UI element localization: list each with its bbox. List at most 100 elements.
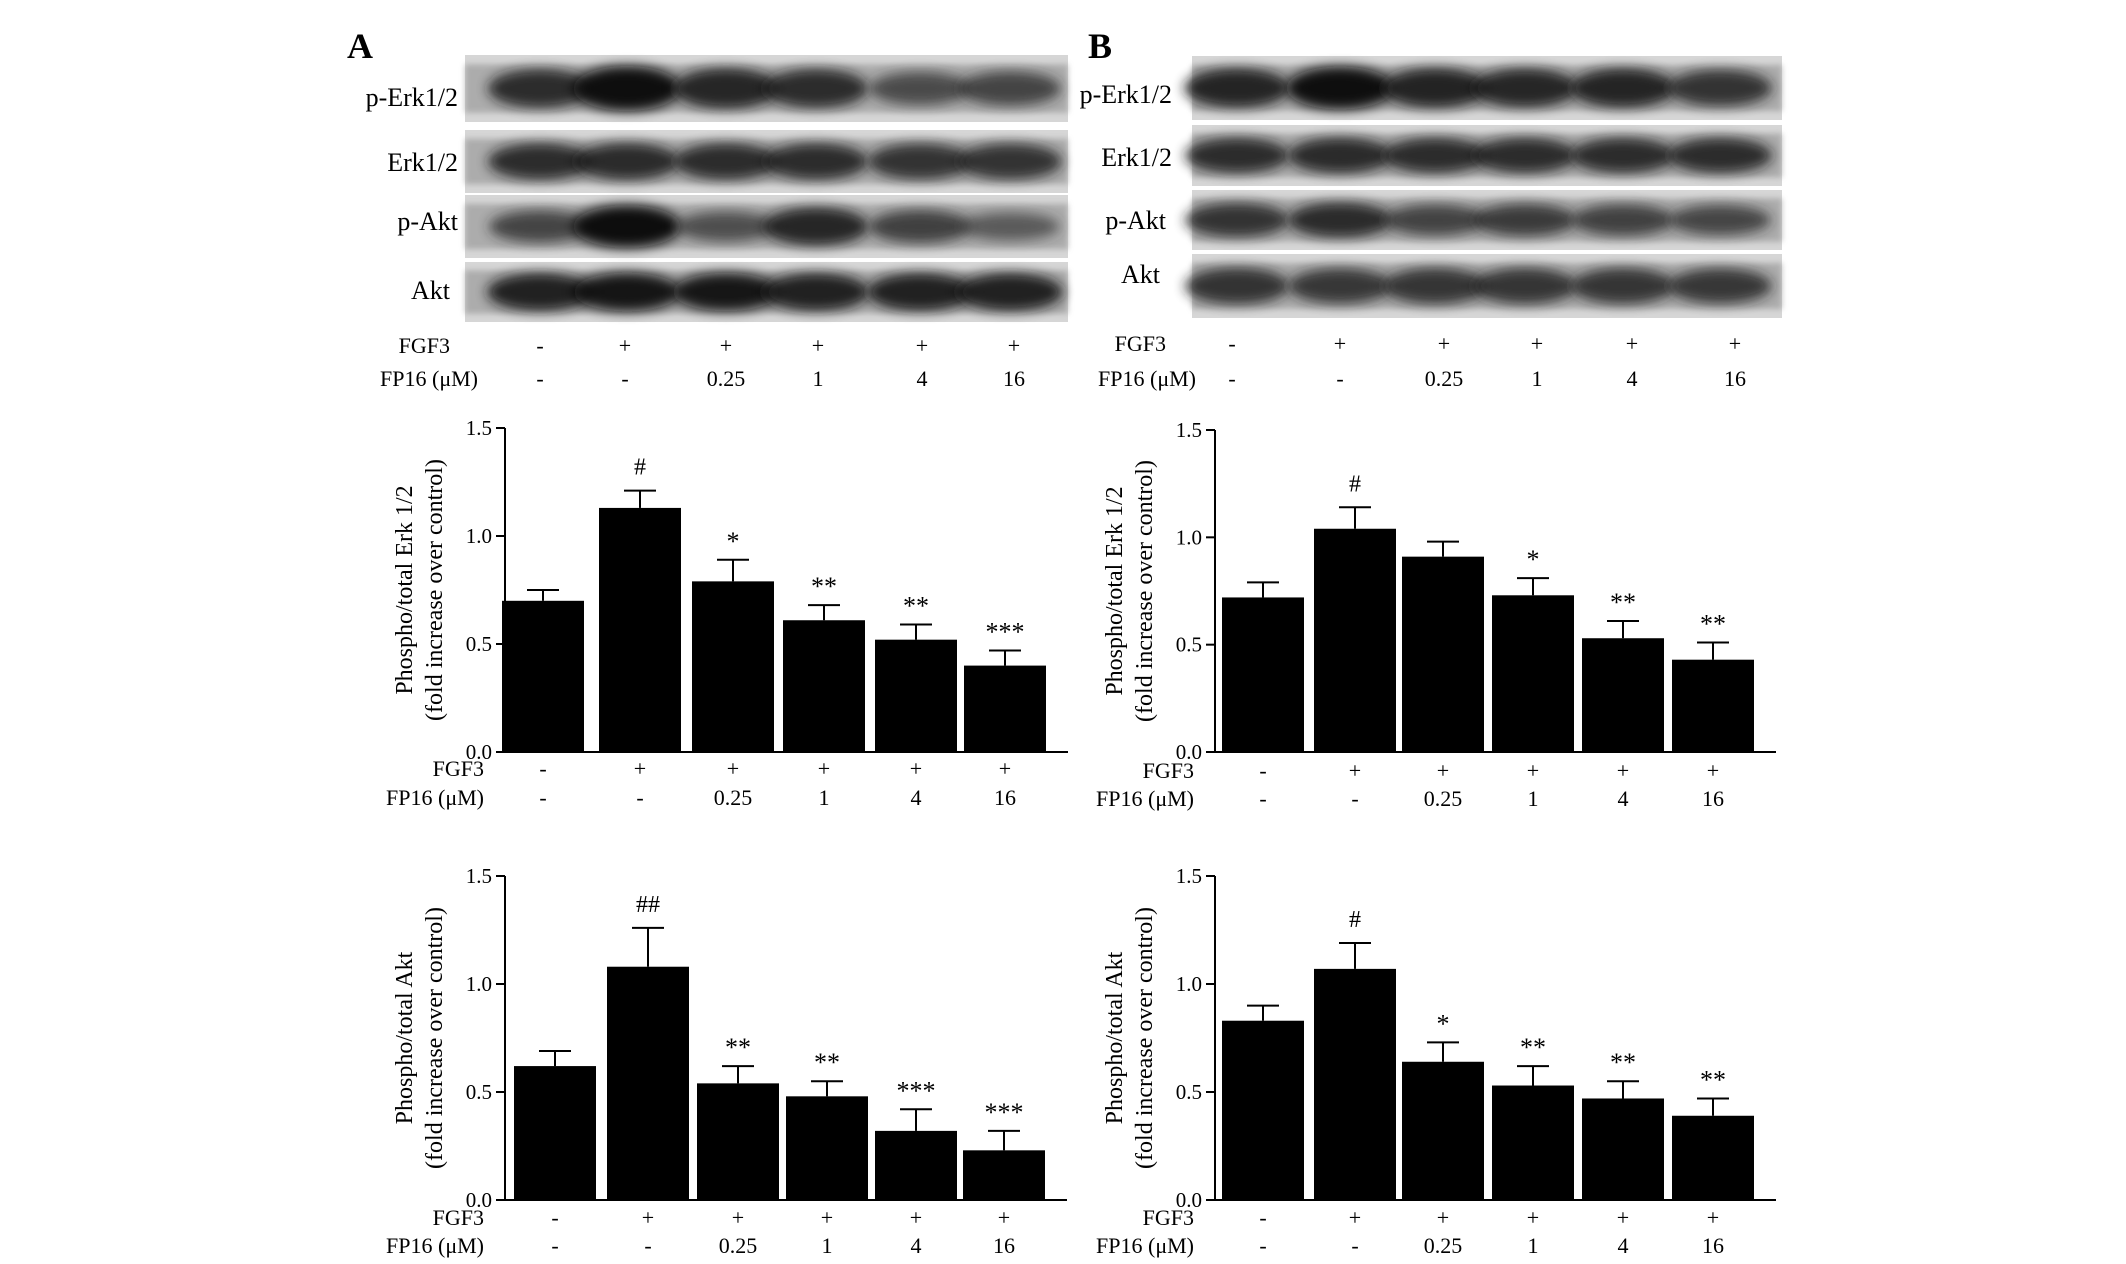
bar: [1672, 659, 1754, 752]
blot-fp16-value: 4: [917, 366, 928, 391]
blot-fp16-label-a: FP16 (μM): [380, 366, 478, 391]
blot-band: [1184, 267, 1290, 305]
significance-label: **: [1610, 588, 1636, 617]
x-row-label: FGF3: [433, 1205, 484, 1230]
bar: [514, 1066, 596, 1200]
x-row-value: 16: [1702, 786, 1724, 811]
blot-band: [1571, 268, 1675, 304]
x-row-value: 4: [911, 1233, 922, 1258]
y-axis-title: Phospho/total Erk 1/2 (fold increase over…: [1102, 460, 1158, 722]
y-axis-title: Phospho/total Akt (fold increase over con…: [392, 907, 448, 1169]
blot-band: [1184, 137, 1290, 174]
x-row-value: +: [1527, 1205, 1539, 1230]
significance-label: #: [1349, 907, 1361, 933]
x-row-value: -: [1259, 1205, 1266, 1230]
blot-fp16-value: -: [1336, 366, 1343, 391]
bar: [964, 665, 1046, 752]
y-tick-label: 0.5: [466, 1080, 492, 1104]
x-row-value: -: [636, 785, 643, 810]
blot-strip: [465, 262, 1068, 322]
blot-band: [957, 143, 1063, 180]
blot-band: [1382, 137, 1488, 174]
x-row-label: FP16 (μM): [1096, 1233, 1194, 1258]
blot-fgf3-value: +: [1008, 333, 1020, 358]
blot-fgf3-value: +: [720, 333, 732, 358]
y-tick-label: 0.5: [1176, 1080, 1202, 1104]
bar: [1672, 1115, 1754, 1200]
x-row-value: -: [1259, 786, 1266, 811]
x-row-label: FGF3: [433, 756, 484, 781]
x-row-value: +: [634, 756, 646, 781]
blot-band: [1472, 68, 1578, 108]
blot-label-b-erk: Erk1/2: [1101, 143, 1172, 172]
x-row-label: FP16 (μM): [386, 785, 484, 810]
x-row-value: 16: [1702, 1233, 1724, 1258]
x-row-value: 0.25: [1424, 786, 1463, 811]
blot-band: [1287, 137, 1393, 174]
y-tick-label: 0.0: [1176, 1188, 1202, 1212]
blot-band: [1570, 68, 1676, 108]
bar-chart-A-akt: 0.0 0.5 1.0 1.5 Phospho/total Akt (fold incre…: [386, 864, 1067, 1258]
x-row-value: +: [1707, 758, 1719, 783]
blot-band: [763, 69, 869, 108]
blot-band: [673, 68, 779, 109]
blot-strip: [1184, 125, 1782, 186]
significance-label: *: [1527, 545, 1540, 574]
blot-band: [1669, 204, 1771, 236]
bar: [607, 966, 689, 1200]
x-row-value: 4: [911, 785, 922, 810]
x-row-value: +: [818, 756, 830, 781]
x-row-value: +: [642, 1205, 654, 1230]
bar: [502, 600, 584, 752]
x-row-value: -: [1351, 1233, 1358, 1258]
y-tick-label: 1.5: [466, 416, 492, 440]
blot-band: [866, 273, 974, 311]
x-row-value: +: [1349, 1205, 1361, 1230]
blot-fp16-value: 1: [1532, 366, 1543, 391]
blot-label-a-akt: Akt: [411, 276, 451, 305]
y-axis-title: Phospho/total Akt (fold increase over con…: [1102, 907, 1158, 1169]
x-row-value: +: [910, 1205, 922, 1230]
blot-band: [486, 273, 594, 311]
blot-fgf3-value: -: [536, 333, 543, 358]
y-tick-label: 1.5: [1176, 864, 1202, 888]
blot-band: [1184, 68, 1290, 108]
bar: [1582, 1098, 1664, 1200]
significance-label: #: [1349, 471, 1361, 497]
x-row-value: 0.25: [1424, 1233, 1463, 1258]
blot-band: [574, 143, 680, 180]
blot-band: [762, 273, 870, 311]
blot-band: [1286, 66, 1394, 110]
x-row-label: FGF3: [1143, 758, 1194, 783]
bar: [692, 581, 774, 752]
blot-band: [1473, 203, 1577, 237]
blot-fgf3-value: +: [916, 333, 928, 358]
bar: [875, 1130, 957, 1200]
x-row-value: -: [551, 1233, 558, 1258]
blot-strip: [465, 195, 1068, 258]
blot-fp16-value: 0.25: [707, 366, 746, 391]
x-row-value: -: [539, 785, 546, 810]
blot-strip: [1184, 190, 1782, 250]
blot-band: [1667, 69, 1773, 107]
blot-fgf3-value: -: [1228, 331, 1235, 356]
blot-fgf3-value: +: [1531, 331, 1543, 356]
y-tick-label: 1.0: [466, 524, 492, 548]
significance-label: **: [725, 1033, 751, 1062]
blot-band: [1473, 268, 1577, 304]
significance-label: ***: [985, 1098, 1024, 1127]
blot-fp16-label-b: FP16 (μM): [1098, 366, 1196, 391]
x-row-value: -: [1259, 1233, 1266, 1258]
x-row-value: +: [821, 1205, 833, 1230]
y-tick-label: 1.0: [1176, 972, 1202, 996]
significance-label: ##: [636, 892, 660, 918]
blot-fp16-value: 1: [813, 366, 824, 391]
bar: [697, 1083, 779, 1200]
bar: [599, 507, 681, 752]
blot-band: [672, 272, 780, 312]
x-row-value: 0.25: [714, 785, 753, 810]
blot-band: [1287, 202, 1393, 238]
y-tick-label: 1.5: [466, 864, 492, 888]
bar: [1492, 595, 1574, 752]
x-row-label: FP16 (μM): [1096, 786, 1194, 811]
